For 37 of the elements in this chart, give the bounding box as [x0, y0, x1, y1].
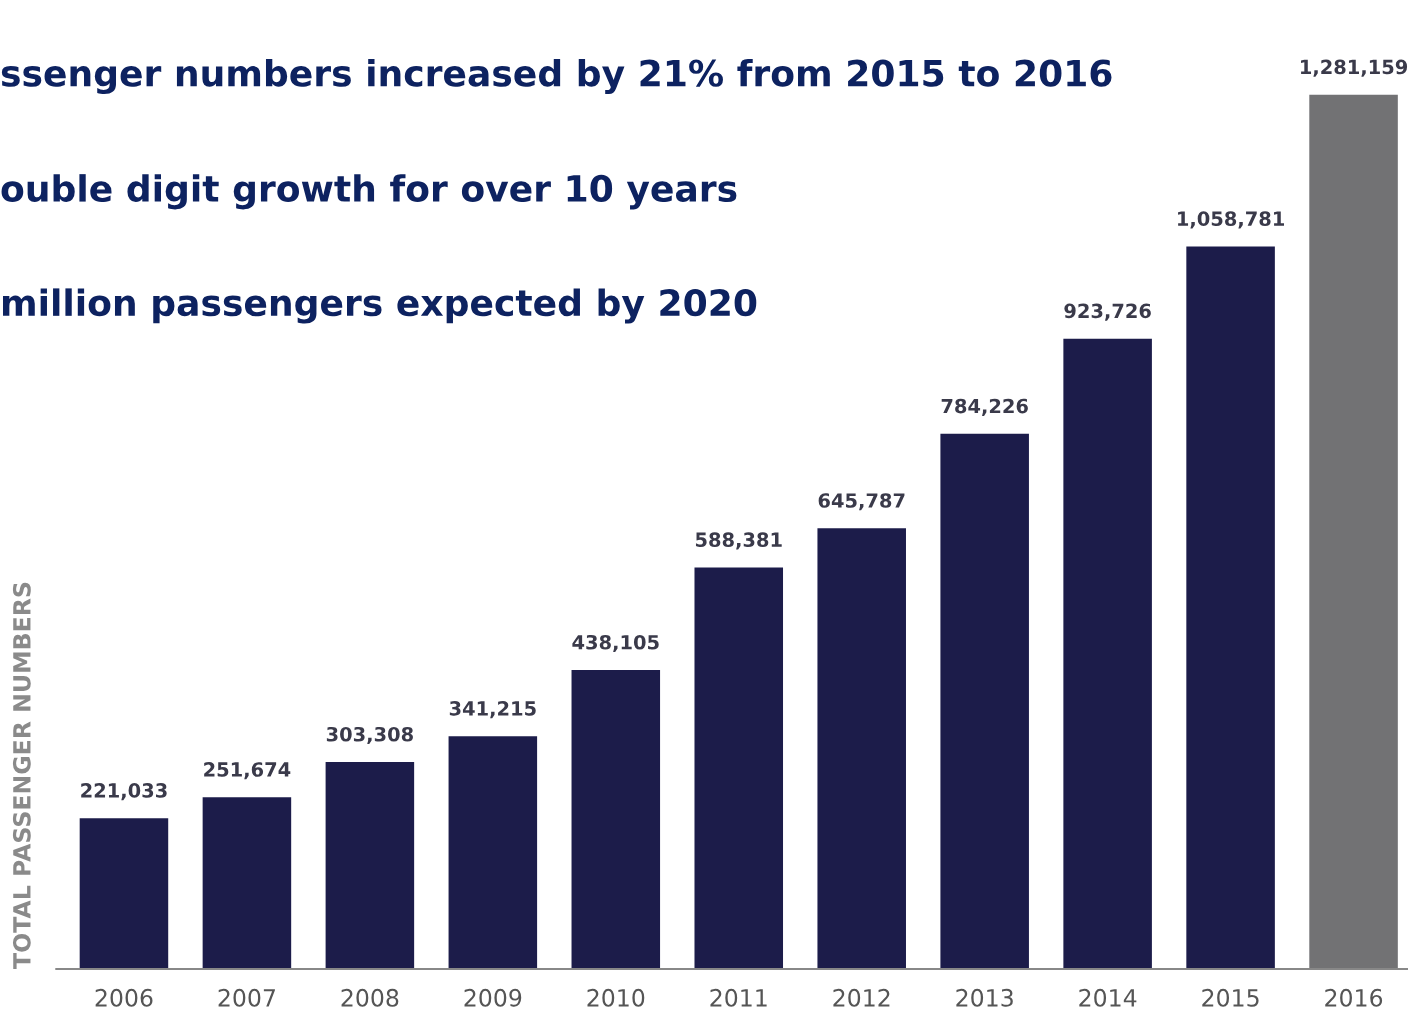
x-tick-label: 2012 [833, 988, 890, 1007]
x-tick-label: 2016 [1325, 988, 1383, 1007]
x-tick-label: 2015 [1202, 988, 1259, 1007]
x-tick-label: 2013 [956, 988, 1013, 1007]
bar [571, 670, 661, 969]
x-tick-label: 2011 [710, 988, 767, 1007]
text: ssenger numbers increased by 21% from 2015 to 2016 [1, 58, 1112, 95]
bar [448, 736, 538, 969]
bar [202, 797, 292, 969]
x-tick-label: 2014 [1079, 988, 1137, 1007]
bar [79, 818, 169, 969]
data-label: 221,033 [81, 783, 167, 801]
data-label: 784,226 [941, 398, 1028, 416]
bar [325, 762, 415, 969]
annotation: million passengers expected by 2020 [3, 288, 757, 324]
bar [817, 528, 906, 969]
data-label: 588,381 [695, 532, 782, 550]
x-tick-label: 2006 [95, 988, 153, 1007]
annotation: ouble digit growth for over 10 years [1, 174, 737, 210]
data-label: 303,308 [326, 726, 413, 745]
data-label: 923,726 [1064, 303, 1151, 321]
bar [1186, 246, 1275, 969]
data-label: 251,674 [204, 762, 291, 780]
data-label: 438,105 [572, 634, 659, 653]
data-label: 1,281,159 [1301, 59, 1408, 77]
x-tick-label: 2010 [587, 988, 645, 1007]
bar [1309, 94, 1398, 969]
x-tick-label: 2007 [218, 988, 275, 1007]
bar [940, 433, 1029, 969]
bar [1063, 338, 1152, 969]
x-tick-label: 2008 [341, 988, 399, 1007]
bar [694, 567, 784, 969]
data-label: 341,215 [449, 701, 536, 719]
x-tick-label: 2009 [464, 988, 522, 1007]
y-axis-title: TOTAL PASSENGER NUMBERS [12, 582, 31, 969]
data-label: 1,058,781 [1178, 211, 1284, 229]
data-label: 645,787 [818, 493, 905, 511]
